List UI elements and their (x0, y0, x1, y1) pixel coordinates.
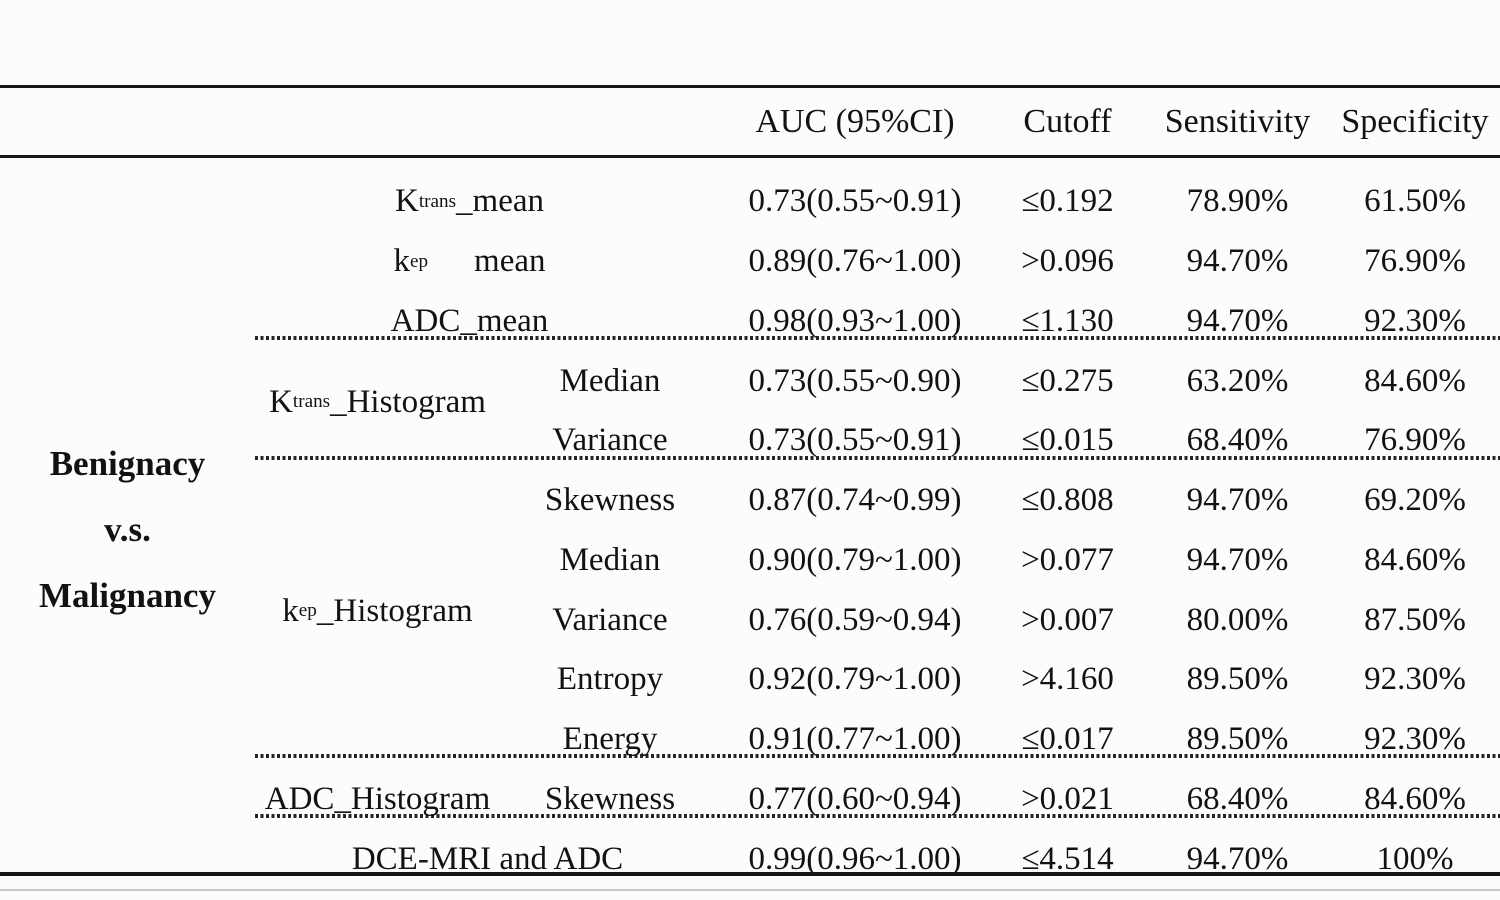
specificity-value: 76.90% (1364, 422, 1466, 459)
cutoff-value: ≤0.275 (1021, 362, 1114, 399)
bottom-rule (0, 872, 1500, 876)
col-header-cutoff: Cutoff (1023, 103, 1112, 140)
comparison-label-line1: Benignacy (49, 444, 206, 483)
auc-value: 0.73(0.55~0.91) (748, 183, 962, 220)
cutoff-value: ≤1.130 (1021, 302, 1114, 339)
auc-value: 0.87(0.74~0.99) (748, 482, 962, 519)
feature-label: DCE-MRI and ADC (351, 840, 624, 877)
results-table: AUC (95%CI) Cutoff Sensitivity Specifici… (0, 86, 1500, 877)
dotted-separator (255, 336, 1500, 340)
auc-value: 0.91(0.77~1.00) (748, 721, 962, 758)
auc-value: 0.73(0.55~0.90) (748, 362, 962, 399)
specificity-value: 92.30% (1364, 661, 1466, 698)
group-label-kep-histogram: k ep _Histogram (282, 592, 473, 629)
cutoff-value: ≤4.514 (1021, 840, 1114, 877)
feature-label: ADC_mean (390, 302, 549, 339)
sensitivity-value: 94.70% (1186, 243, 1289, 280)
feature-label-base: k (393, 243, 410, 280)
auc-value: 0.90(0.79~1.00) (748, 541, 962, 578)
sensitivity-value: 68.40% (1186, 780, 1289, 817)
group-label-rest: _Histogram (316, 592, 473, 629)
dotted-separator (255, 754, 1500, 758)
feature-label-rest: _mean (456, 183, 544, 220)
group-label-rest: _Histogram (330, 383, 486, 420)
auc-value: 0.73(0.55~0.91) (748, 422, 962, 459)
cutoff-value: ≤0.808 (1021, 482, 1114, 519)
group-label-adc-histogram: ADC_Histogram (264, 780, 491, 817)
comparison-label-line2: v.s. (104, 510, 151, 549)
cutoff-value: ≤0.192 (1021, 183, 1114, 220)
dotted-separator (255, 456, 1500, 460)
cutoff-value: ≤0.015 (1021, 422, 1114, 459)
specificity-value: 61.50% (1364, 183, 1466, 220)
sensitivity-value: 94.70% (1186, 541, 1289, 578)
auc-value: 0.99(0.96~1.00) (748, 840, 962, 877)
dotted-separator (255, 814, 1500, 818)
bottom-shadow-rule (0, 889, 1500, 891)
metric-label: Median (559, 541, 661, 578)
feature-label-rest: mean (474, 243, 546, 280)
cutoff-value: ≤0.017 (1021, 721, 1114, 758)
header-rule (0, 155, 1500, 158)
cutoff-value: >0.007 (1021, 601, 1114, 638)
cutoff-value: >0.021 (1021, 780, 1114, 817)
feature-label-base: K (395, 183, 419, 220)
sensitivity-value: 94.70% (1186, 482, 1289, 519)
specificity-value: 84.60% (1364, 362, 1466, 399)
col-header-auc: AUC (95%CI) (755, 103, 955, 140)
sensitivity-value: 80.00% (1186, 601, 1289, 638)
comparison-label: Benignacy v.s. Malignancy (0, 158, 255, 875)
top-rule (0, 85, 1500, 88)
auc-value: 0.77(0.60~0.94) (748, 780, 962, 817)
auc-value: 0.98(0.93~1.00) (748, 302, 962, 339)
specificity-value: 87.50% (1364, 601, 1466, 638)
metric-label: Variance (552, 601, 668, 638)
col-header-specificity: Specificity (1341, 103, 1489, 140)
group-label-base: k (282, 592, 299, 629)
sensitivity-value: 89.50% (1186, 721, 1289, 758)
group-label-base: K (269, 383, 293, 420)
sensitivity-value: 89.50% (1186, 661, 1289, 698)
feature-label: k ep mean (393, 243, 546, 280)
specificity-value: 100% (1376, 840, 1454, 877)
metric-label: Median (559, 362, 661, 399)
cutoff-value: >4.160 (1021, 661, 1114, 698)
specificity-value: 84.60% (1364, 541, 1466, 578)
sensitivity-value: 94.70% (1186, 840, 1289, 877)
sensitivity-value: 68.40% (1186, 422, 1289, 459)
cutoff-value: >0.096 (1021, 243, 1114, 280)
auc-value: 0.92(0.79~1.00) (748, 661, 962, 698)
sensitivity-value: 78.90% (1186, 183, 1289, 220)
cutoff-value: >0.077 (1021, 541, 1114, 578)
specificity-value: 92.30% (1364, 721, 1466, 758)
metric-label: Skewness (544, 780, 676, 817)
metric-label: Energy (562, 721, 658, 758)
sensitivity-value: 94.70% (1186, 302, 1289, 339)
specificity-value: 84.60% (1364, 780, 1466, 817)
metric-label: Entropy (556, 661, 664, 698)
specificity-value: 76.90% (1364, 243, 1466, 280)
sensitivity-value: 63.20% (1186, 362, 1289, 399)
specificity-value: 92.30% (1364, 302, 1466, 339)
metric-label: Variance (552, 422, 668, 459)
metric-label: Skewness (544, 482, 676, 519)
comparison-label-line3: Malignancy (39, 576, 216, 615)
col-header-sensitivity: Sensitivity (1164, 103, 1311, 140)
specificity-value: 69.20% (1364, 482, 1466, 519)
auc-value: 0.76(0.59~0.94) (748, 601, 962, 638)
auc-value: 0.89(0.76~1.00) (748, 243, 962, 280)
